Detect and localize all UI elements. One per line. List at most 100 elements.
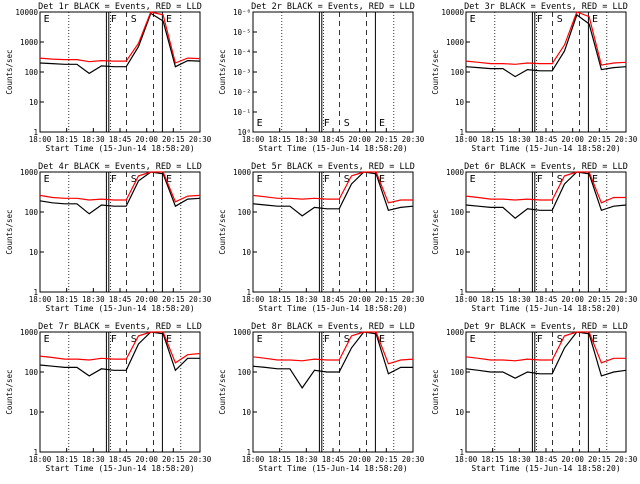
x-tick-label: 18:45 [322, 135, 345, 144]
plot-frame [465, 11, 627, 133]
event-marker-label: F [324, 118, 330, 129]
event-marker-label: E [379, 334, 385, 345]
events-series-line [252, 331, 413, 389]
y-tick-label: 100 [24, 68, 38, 77]
x-tick-label: 18:30 [508, 295, 531, 304]
panel-title: Det 8r BLACK = Events, RED = LLD [251, 322, 415, 332]
y-axis-label: Counts/sec [5, 49, 14, 94]
x-tick-label: 18:15 [55, 455, 78, 464]
panel-title: Det 1r BLACK = Events, RED = LLD [38, 2, 202, 12]
event-marker-label: E [592, 334, 598, 345]
y-tick-label: 100 [450, 208, 464, 217]
x-axis-label: Start Time (15-Jun-14 18:58:20) [471, 304, 620, 313]
x-tick-label: 18:30 [508, 455, 531, 464]
y-tick-label: 1000 [446, 328, 465, 337]
detector-panel-9: Det 9r BLACK = Events, RED = LLD E F S E 1 10 1… [431, 322, 638, 473]
x-tick-label: 20:00 [561, 135, 584, 144]
event-marker-label: E [44, 334, 50, 345]
y-tick-label: 1 [459, 128, 464, 137]
x-tick-label: 18:00 [242, 135, 265, 144]
events-series-line [465, 13, 627, 78]
y-axis-label: Counts/sec [218, 369, 227, 414]
y-tick-label: 1 [246, 288, 251, 297]
x-tick-label: 20:15 [375, 135, 398, 144]
detector-panel-3: Det 3r BLACK = Events, RED = LLD E F S E 1 10 1… [431, 2, 638, 153]
x-tick-label: 18:15 [481, 135, 504, 144]
y-tick-label: 100 [24, 368, 38, 377]
y-axis-label: Counts/sec [218, 49, 227, 94]
detector-panel-1: Det 1r BLACK = Events, RED = LLD E F S E 1 10 1… [5, 2, 212, 153]
y-axis-label: Counts/sec [431, 49, 440, 94]
x-tick-label: 18:15 [268, 135, 291, 144]
event-marker-label: E [379, 174, 385, 185]
x-tick-label: 18:00 [29, 135, 52, 144]
x-tick-label: 20:15 [588, 135, 611, 144]
events-series-line [465, 171, 627, 219]
x-tick-label: 20:30 [615, 135, 638, 144]
y-tick-label: 10 [29, 408, 39, 417]
y-tick-label: 10000 [441, 8, 464, 17]
lld-series-line [252, 331, 414, 365]
event-marker-label: F [111, 334, 117, 345]
x-tick-label: 20:30 [402, 135, 425, 144]
event-marker-label: E [166, 174, 172, 185]
y-tick-label: 100 [24, 208, 38, 217]
lld-series-line [465, 331, 626, 364]
plot-frame [465, 171, 627, 293]
x-tick-label: 20:00 [348, 135, 371, 144]
panel-title: Det 3r BLACK = Events, RED = LLD [464, 2, 628, 12]
event-marker-label: E [257, 118, 263, 129]
event-marker-label: F [537, 174, 543, 185]
x-tick-label: 20:00 [135, 455, 158, 464]
x-tick-label: 18:00 [29, 455, 52, 464]
y-tick-label: 10000 [15, 8, 38, 17]
panel-title: Det 6r BLACK = Events, RED = LLD [464, 162, 628, 172]
events-series-line [252, 171, 414, 217]
x-tick-label: 18:15 [55, 295, 78, 304]
y-tick-label: 100 [450, 368, 464, 377]
y-tick-label: 10⁻² [233, 88, 251, 97]
panel-title: Det 4r BLACK = Events, RED = LLD [38, 162, 202, 172]
event-marker-label: E [166, 334, 172, 345]
x-tick-label: 18:30 [295, 455, 318, 464]
panel-title: Det 7r BLACK = Events, RED = LLD [38, 322, 202, 332]
y-tick-label: 100 [237, 208, 251, 217]
x-tick-label: 18:30 [82, 295, 105, 304]
x-axis-label: Start Time (15-Jun-14 18:58:20) [471, 144, 620, 153]
detector-panel-6: Det 6r BLACK = Events, RED = LLD E F S E 1 10 1… [431, 162, 638, 313]
x-tick-label: 18:00 [242, 295, 265, 304]
x-axis-label: Start Time (15-Jun-14 18:58:20) [45, 304, 194, 313]
x-axis-label: Start Time (15-Jun-14 18:58:20) [45, 464, 194, 473]
x-tick-label: 20:15 [588, 295, 611, 304]
x-tick-label: 18:00 [455, 135, 478, 144]
x-tick-label: 20:30 [189, 455, 212, 464]
x-tick-label: 20:30 [402, 295, 425, 304]
y-tick-label: 10⁻¹ [233, 108, 251, 117]
x-tick-label: 20:30 [189, 135, 212, 144]
y-tick-label: 10 [29, 98, 39, 107]
panel-title: Det 5r BLACK = Events, RED = LLD [251, 162, 415, 172]
y-tick-label: 10 [242, 408, 252, 417]
y-tick-label: 10⁰ [237, 128, 251, 137]
y-tick-label: 1 [33, 448, 38, 457]
x-tick-label: 18:45 [322, 455, 345, 464]
x-tick-label: 20:00 [135, 295, 158, 304]
detector-panel-7: Det 7r BLACK = Events, RED = LLD E F S E 1 10 1… [5, 322, 212, 473]
event-marker-label: F [324, 174, 330, 185]
event-marker-label: F [537, 334, 543, 345]
x-axis-label: Start Time (15-Jun-14 18:58:20) [45, 144, 194, 153]
x-tick-label: 18:30 [82, 135, 105, 144]
x-tick-label: 18:15 [481, 455, 504, 464]
x-tick-label: 18:45 [109, 295, 132, 304]
y-tick-label: 1 [459, 448, 464, 457]
x-tick-label: 18:45 [535, 135, 558, 144]
x-axis-label: Start Time (15-Jun-14 18:58:20) [258, 304, 407, 313]
y-tick-label: 1000 [446, 168, 465, 177]
event-marker-label: S [557, 174, 563, 185]
x-tick-label: 20:15 [162, 135, 185, 144]
lld-series-line [39, 331, 201, 364]
plot-frame [465, 331, 627, 453]
plot-frame [252, 171, 414, 293]
y-tick-label: 1000 [20, 168, 39, 177]
